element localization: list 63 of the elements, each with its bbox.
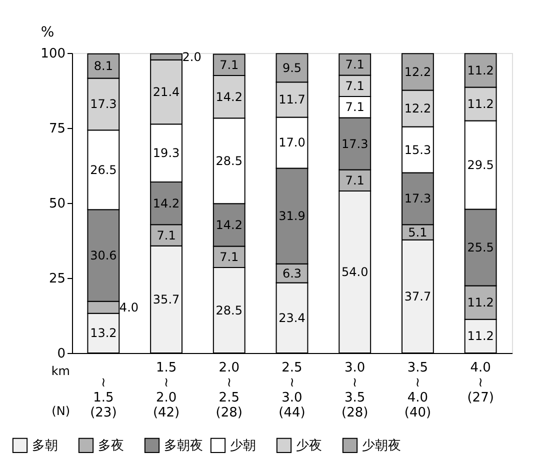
data-label: 28.5: [216, 303, 242, 318]
legend-label: 多朝夜: [164, 437, 203, 454]
data-label: 13.2: [90, 326, 117, 340]
data-label: 23.4: [278, 310, 306, 325]
y-tick-label: 50: [48, 196, 66, 212]
data-label: 19.3: [152, 146, 180, 160]
text: km: [51, 364, 70, 378]
x-tick-label: 1.5 ≀ 2.0 (42): [152, 360, 180, 420]
data-label: 31.9: [278, 209, 306, 224]
data-label: 7.1: [156, 228, 176, 242]
data-label: 26.5: [90, 162, 117, 177]
y-tick-label: 0: [57, 346, 66, 362]
data-label: 17.0: [278, 136, 306, 150]
x-tick-label: 3.5 ≀ 4.0 (40): [404, 360, 432, 420]
x-tick-label: 2.0 ≀ 2.5 (28): [216, 360, 242, 420]
data-label: 14.2: [216, 218, 242, 232]
legend-label: 少夜: [296, 437, 322, 454]
y-tick-label: 100: [40, 46, 66, 62]
data-label: 17.3: [90, 97, 117, 112]
data-label: 2.0: [182, 50, 202, 64]
data-label: 28.5: [216, 154, 242, 168]
data-label: 17.3: [404, 192, 432, 206]
data-label: 7.1: [345, 78, 364, 93]
data-label: 11.2: [467, 329, 494, 344]
data-label: 9.5: [282, 60, 302, 75]
data-label: 35.7: [152, 292, 180, 306]
x-tick-label: ≀ 1.5 (23): [90, 376, 117, 420]
data-label: 7.1: [220, 250, 239, 264]
data-label: 25.5: [467, 240, 494, 255]
data-label: 12.2: [404, 102, 432, 116]
data-label: 7.1: [345, 173, 364, 188]
data-label: 7.1: [220, 58, 239, 72]
data-label: 11.2: [467, 63, 494, 78]
data-label: 29.5: [467, 158, 494, 172]
y-tick-label: 25: [48, 272, 66, 286]
data-label: 4.0: [119, 300, 139, 314]
data-label: 8.1: [94, 59, 113, 74]
data-label: 5.1: [408, 225, 428, 240]
data-label: 54.0: [342, 265, 368, 279]
data-label: 17.3: [342, 136, 368, 151]
legend-label: 少朝: [230, 438, 256, 454]
x-tick-label: 4.0 ≀ (27): [467, 360, 494, 406]
text: (N): [52, 404, 70, 418]
x-tick-label: 3.0 ≀ 3.5 (28): [342, 360, 368, 420]
data-label: 14.2: [152, 196, 180, 210]
data-label: 37.7: [404, 289, 432, 304]
data-label: 11.2: [467, 97, 494, 111]
data-label: 12.2: [404, 64, 432, 79]
data-label: 7.1: [345, 100, 364, 114]
y-tick-label: 75: [48, 122, 66, 136]
x-tick-label: 2.5 ≀ 3.0 (44): [278, 360, 306, 420]
data-label: 11.7: [278, 92, 306, 107]
legend-label: 多夜: [98, 437, 124, 454]
data-label: 30.6: [90, 248, 117, 262]
data-label: 6.3: [282, 266, 302, 280]
y-axis-title: %: [40, 24, 54, 40]
data-label: 14.2: [216, 90, 242, 104]
data-label: 15.3: [404, 142, 432, 157]
data-label: 21.4: [152, 85, 180, 99]
legend-label: 多朝: [32, 438, 58, 454]
data-label: 11.2: [467, 296, 494, 310]
legend-label: 少朝夜: [362, 437, 401, 454]
data-label: 7.1: [345, 58, 364, 72]
